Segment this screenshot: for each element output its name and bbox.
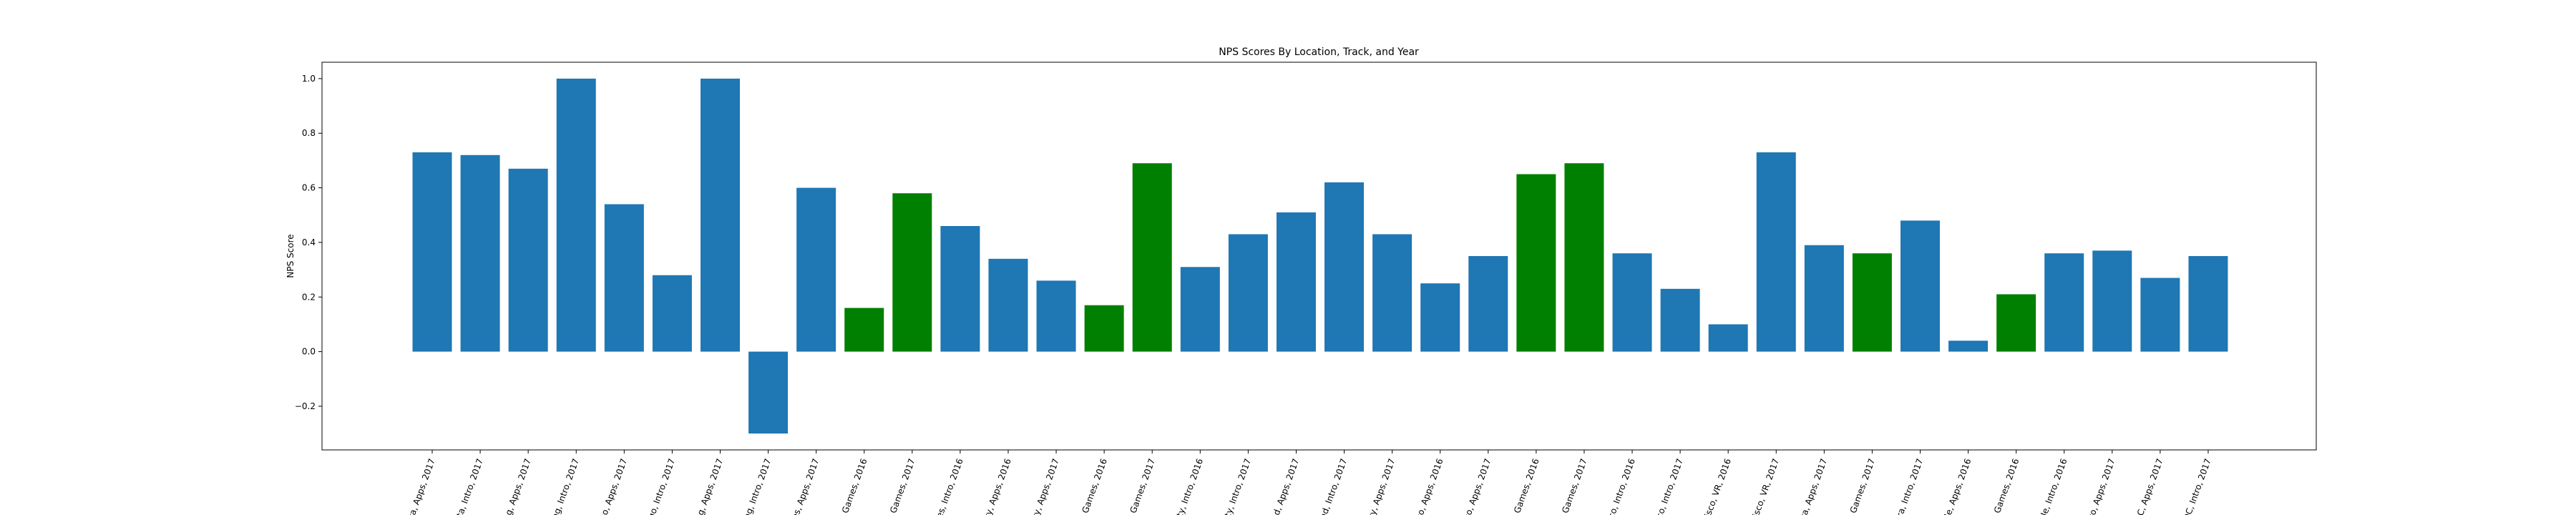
x-tick-label: okyo, Apps, 2017	[2082, 457, 2117, 515]
x-tick-label: City, Intro, 2016	[1172, 457, 1205, 515]
y-tick-label: 0.2	[302, 292, 316, 302]
y-axis-label: NPS Score	[286, 234, 296, 278]
bar	[556, 78, 596, 352]
bar	[940, 226, 980, 352]
x-tick-label: anta, Apps, 2017	[403, 457, 437, 515]
bar	[412, 152, 452, 352]
bar	[1948, 340, 1989, 352]
x-tick-label: geles, Intro, 2016	[930, 457, 965, 515]
bar	[1180, 267, 1220, 352]
x-tick-label: anta, Intro, 2017	[451, 457, 485, 515]
y-tick-label: 0.8	[302, 128, 316, 138]
bar	[988, 258, 1028, 352]
x-tick-label: ity, Games, 2017	[1123, 457, 1157, 515]
x-tick-label: es, Games, 2016	[835, 457, 869, 515]
bar	[652, 275, 692, 352]
x-tick-label: cisco, Apps, 2017	[1458, 457, 1493, 515]
x-tick-label: n DC, Intro, 2017	[2178, 457, 2212, 515]
x-tick-label: Clara, Apps, 2017	[1793, 457, 1829, 515]
bar	[1612, 253, 1652, 352]
x-tick-label: es, Games, 2017	[883, 457, 917, 515]
x-tick-label: ity, Games, 2016	[1075, 457, 1109, 515]
bar	[508, 168, 548, 352]
x-tick-label: cisco, Games, 2017	[1551, 457, 1589, 515]
y-tick-label: 0.0	[302, 347, 316, 357]
x-tick-label: Kong, Intro, 2017	[738, 457, 774, 515]
x-tick-label: cisco, Intro, 2017	[1650, 457, 1685, 515]
bar	[700, 78, 740, 352]
x-tick-label: cisco, Games, 2016	[1503, 457, 1541, 515]
bar	[1804, 245, 1844, 352]
x-tick-label: Clara, Intro, 2017	[1890, 457, 1925, 515]
x-tick-label: cisco, Apps, 2016	[1410, 457, 1445, 515]
x-tick-label: eles, Apps, 2017	[787, 457, 821, 515]
x-tick-label: City, Apps, 2017	[1363, 457, 1397, 515]
x-tick-label: City, Intro, 2017	[1220, 457, 1253, 515]
x-tick-label: Kong, Apps, 2017	[690, 457, 725, 515]
bar	[1036, 280, 1076, 352]
bar	[1756, 152, 1796, 352]
x-tick-label: City, Apps, 2017	[1028, 457, 1061, 515]
bar	[2044, 253, 2084, 352]
bar	[2140, 278, 2180, 352]
bar	[460, 154, 500, 352]
bar	[1276, 212, 1316, 352]
x-tick-label: eattle, Apps, 2016	[1936, 457, 1973, 515]
x-tick-label: City, Apps, 2016	[980, 457, 1013, 515]
bar	[1660, 288, 1700, 352]
x-tick-label: land, Intro, 2017	[1315, 457, 1349, 515]
bar	[892, 193, 932, 352]
x-tick-label: ttle, Games, 2016	[1985, 457, 2021, 515]
bar	[1564, 163, 1604, 352]
x-tick-label: cisco, Intro, 2016	[1602, 457, 1637, 515]
y-tick-label: −0.2	[295, 401, 316, 411]
bar	[1996, 294, 2036, 352]
bar	[1372, 234, 1413, 352]
x-tick-label: cago, Intro, 2017	[643, 457, 677, 515]
bar	[748, 351, 789, 434]
bar	[1132, 163, 1172, 352]
bar	[1708, 324, 1748, 352]
bar	[1516, 174, 1556, 352]
bar	[1468, 256, 1508, 352]
bar	[796, 187, 836, 352]
bar	[1900, 220, 1940, 352]
y-tick-label: 1.0	[302, 74, 316, 84]
x-tick-label: ncisco, VR, 2017	[1747, 457, 1781, 515]
x-tick-label: eattle, Intro, 2016	[2033, 457, 2069, 515]
x-tick-label: n DC, Apps, 2017	[2130, 457, 2165, 515]
y-tick-label: 0.4	[302, 237, 316, 247]
chart-title: NPS Scores By Location, Track, and Year	[1219, 46, 1419, 58]
x-tick-label: cago, Apps, 2017	[594, 457, 629, 515]
x-tick-label: ara, Games, 2017	[1841, 457, 1877, 515]
bar	[1084, 305, 1124, 352]
bar	[2188, 256, 2228, 352]
bar	[1228, 234, 1268, 352]
x-tick-label: land, Apps, 2017	[1267, 457, 1301, 515]
x-tick-label: ijing, Intro, 2017	[547, 457, 581, 515]
bar	[844, 308, 884, 352]
bar	[604, 204, 644, 352]
x-tick-label: ijing, Apps, 2017	[499, 457, 533, 515]
bar	[2092, 250, 2132, 352]
bar	[1420, 283, 1460, 352]
x-tick-label: ncisco, VR, 2016	[1699, 457, 1733, 515]
bar	[1324, 182, 1365, 352]
y-tick-label: 0.6	[302, 183, 316, 193]
plot-frame	[321, 62, 2317, 451]
bar	[1852, 253, 1892, 352]
